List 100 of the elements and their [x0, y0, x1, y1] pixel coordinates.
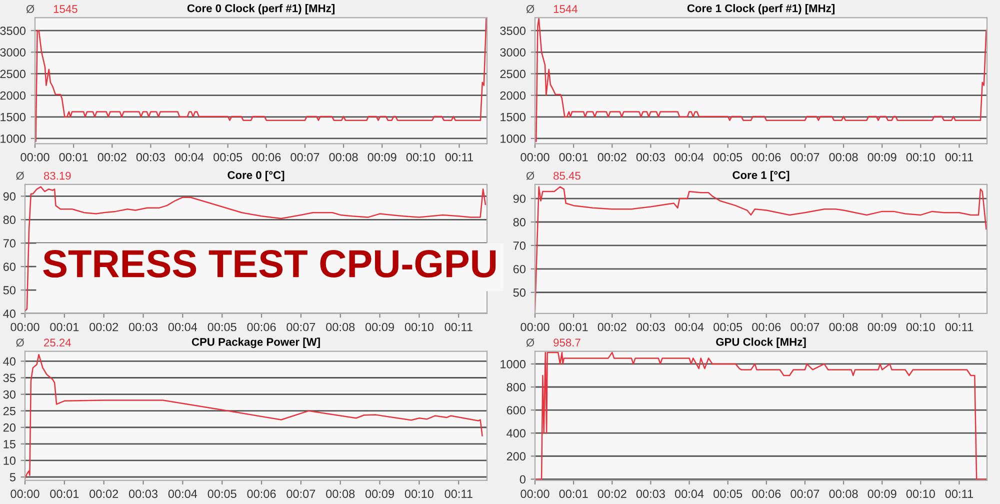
x-tick-label: 00:06 — [247, 490, 276, 498]
y-tick-label: 3000 — [500, 48, 526, 57]
x-tick-label: 00:02 — [598, 490, 626, 498]
x-tick-label: 00:11 — [444, 490, 472, 498]
x-tick-label: 00:08 — [329, 152, 358, 162]
text: 85.45 — [554, 172, 580, 180]
y-tick-label: 90 — [3, 192, 16, 201]
x-tick-label: 00:02 — [598, 152, 626, 162]
y-tick-label: 40 — [3, 357, 16, 366]
x-tick-label: 00:05 — [714, 490, 742, 498]
x-tick-label: 00:07 — [286, 322, 316, 332]
line-series — [535, 186, 987, 312]
x-tick-label: 00:04 — [168, 490, 198, 498]
line-series — [535, 18, 987, 142]
text: Ø — [16, 338, 24, 347]
x-tick-label: 00:09 — [868, 322, 896, 332]
x-tick-label: 00:02 — [598, 322, 626, 332]
x-tick-label: 00:00 — [10, 490, 40, 498]
x-tick-label: 00:04 — [674, 490, 704, 498]
x-tick-label: 00:01 — [50, 322, 79, 332]
x-tick-label: 00:03 — [636, 490, 665, 498]
x-tick-label: 00:02 — [90, 322, 118, 332]
text: Ø — [526, 4, 534, 14]
x-tick-label: 00:06 — [752, 152, 781, 162]
text: 958.7 — [554, 338, 580, 347]
y-tick-label: 80 — [3, 216, 16, 224]
chart-title: CPU Package Power [W] — [192, 338, 320, 348]
x-tick-label: 00:06 — [252, 152, 281, 162]
y-tick-label: 1000 — [500, 360, 526, 368]
text: STRESS TEST CPU-GPU — [43, 250, 496, 278]
y-tick-label: 0 — [520, 475, 526, 484]
x-tick-label: 00:09 — [365, 490, 394, 498]
x-tick-label: 00:10 — [906, 490, 935, 498]
y-tick-label: 3500 — [0, 26, 26, 35]
x-tick-label: 00:00 — [10, 322, 40, 332]
x-tick-label: 00:01 — [50, 490, 79, 498]
x-tick-label: 00:11 — [945, 490, 973, 498]
chart-title: Core 0 [°C] — [228, 170, 284, 182]
text: 83.19 — [44, 172, 71, 180]
x-tick-label: 00:08 — [326, 490, 355, 498]
y-tick-label: 40 — [3, 310, 16, 318]
x-tick-label: 00:04 — [174, 152, 204, 162]
y-tick-label: 60 — [3, 262, 16, 271]
x-tick-label: 00:05 — [714, 322, 742, 332]
x-tick-label: 00:04 — [168, 322, 198, 332]
y-tick-label: 1000 — [500, 134, 526, 143]
y-tick-label: 80 — [513, 218, 526, 226]
y-tick-label: 35 — [3, 374, 16, 382]
x-tick-label: 00:02 — [98, 152, 126, 162]
y-tick-label: 60 — [513, 264, 526, 274]
y-tick-label: 200 — [506, 452, 526, 461]
x-tick-label: 00:09 — [368, 152, 396, 162]
y-tick-label: 1500 — [0, 112, 26, 122]
x-tick-label: 00:09 — [868, 490, 896, 498]
y-tick-label: 3500 — [500, 26, 526, 35]
y-tick-label: 2000 — [500, 91, 526, 100]
chart-title: Core 1 Clock (perf #1) [MHz] — [687, 4, 834, 14]
x-tick-label: 00:06 — [247, 322, 276, 332]
x-tick-label: 00:08 — [829, 490, 858, 498]
y-tick-label: 10 — [4, 456, 16, 465]
text: Ø — [526, 338, 534, 347]
x-tick-label: 00:08 — [326, 322, 355, 332]
x-tick-label: 00:07 — [290, 152, 320, 162]
x-tick-label: 00:06 — [752, 322, 781, 332]
x-tick-label: 00:04 — [674, 152, 704, 162]
x-tick-label: 00:00 — [520, 322, 550, 332]
x-tick-label: 00:03 — [128, 490, 158, 498]
x-tick-label: 00:05 — [208, 490, 236, 498]
y-tick-label: 5 — [10, 473, 16, 482]
x-tick-label: 00:09 — [868, 152, 896, 162]
x-tick-label: 00:06 — [752, 490, 781, 498]
x-tick-label: 00:09 — [365, 322, 394, 332]
x-tick-label: 00:01 — [559, 322, 588, 332]
y-tick-label: 30 — [3, 390, 16, 399]
x-tick-label: 00:00 — [520, 152, 550, 162]
text: 25.24 — [44, 338, 71, 347]
x-tick-label: 00:10 — [906, 152, 935, 162]
x-tick-label: 00:11 — [445, 152, 473, 162]
y-tick-label: 1500 — [500, 112, 526, 122]
x-tick-label: 00:03 — [636, 152, 665, 162]
x-tick-label: 00:11 — [945, 152, 973, 162]
x-tick-label: 00:07 — [790, 322, 820, 332]
x-tick-label: 00:01 — [59, 152, 88, 162]
x-tick-label: 00:07 — [286, 490, 316, 498]
line-series — [25, 354, 483, 480]
x-tick-label: 00:10 — [404, 490, 434, 498]
chart-title: GPU Clock [MHz] — [716, 338, 806, 348]
y-tick-label: 70 — [3, 239, 16, 248]
x-tick-label: 00:11 — [444, 322, 472, 332]
y-tick-label: 50 — [3, 286, 16, 294]
x-tick-label: 00:05 — [208, 322, 236, 332]
x-tick-label: 00:03 — [136, 152, 165, 162]
x-tick-label: 00:11 — [945, 322, 973, 332]
y-tick-label: 25 — [3, 406, 16, 416]
x-tick-label: 00:03 — [128, 322, 158, 332]
x-tick-label: 00:05 — [214, 152, 242, 162]
text: Ø — [16, 172, 24, 180]
y-tick-label: 3000 — [0, 48, 26, 57]
y-tick-label: 2500 — [0, 70, 26, 78]
chart-title: Core 1 [°C] — [732, 170, 790, 182]
